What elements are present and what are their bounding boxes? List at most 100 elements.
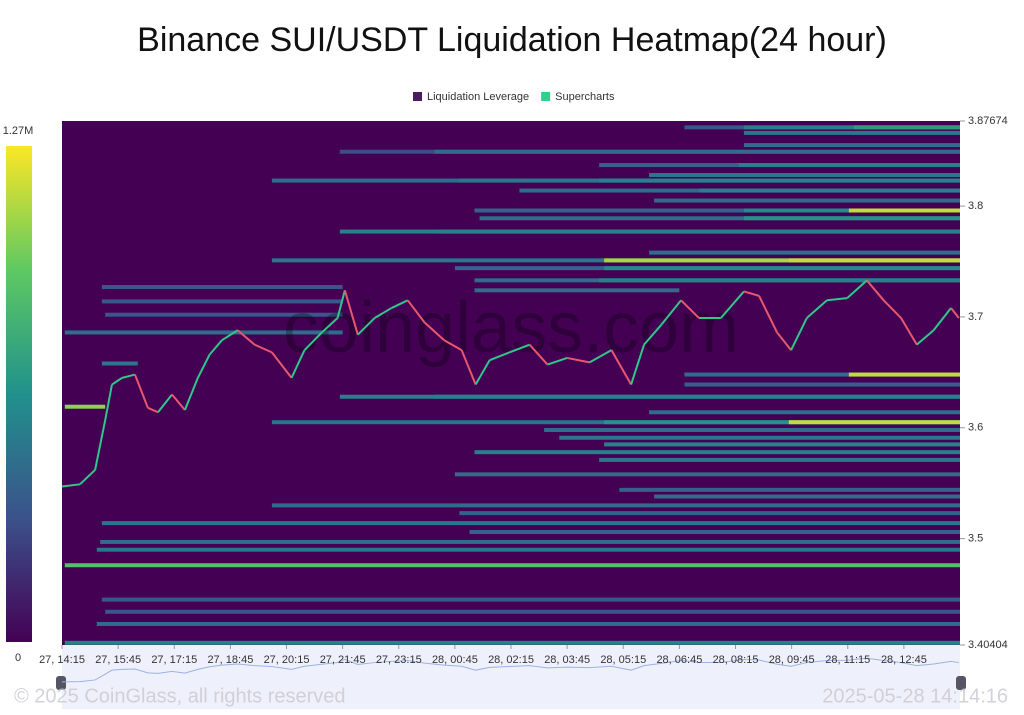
footer-timestamp: 2025-05-28 14:14:16 [822, 685, 1008, 707]
liquidation-band [101, 284, 343, 289]
liquidation-band [743, 130, 960, 135]
price-segment [846, 279, 868, 299]
price-segment [391, 299, 409, 309]
liquidation-band [649, 410, 960, 415]
price-segment [157, 393, 173, 413]
liquidation-band [101, 521, 960, 526]
price-segment [547, 356, 568, 366]
price-segment [643, 324, 663, 346]
liquidation-band [848, 208, 960, 213]
liquidation-band [599, 278, 960, 283]
x-tick-label: 28, 08:15 [713, 654, 759, 666]
price-segment [589, 349, 612, 364]
liquidation-band [654, 198, 960, 203]
navigator-handle[interactable] [956, 676, 966, 690]
liquidation-band [788, 420, 960, 425]
price-segment [489, 351, 510, 362]
price-segment [134, 374, 149, 409]
liquidation-band [743, 143, 960, 148]
liquidation-band [100, 539, 961, 544]
liquidation-band [454, 472, 960, 477]
price-segment [147, 406, 159, 414]
liquidation-band [64, 563, 960, 568]
price-segment [528, 343, 549, 366]
liquidation-band [599, 457, 960, 462]
liquidation-band [619, 487, 960, 492]
price-segment [111, 377, 123, 386]
price-segment [743, 290, 760, 297]
liquidation-band [743, 125, 960, 130]
liquidation-band [544, 427, 960, 432]
colorbar-label: 1.27M [3, 125, 34, 137]
x-tick-label: 27, 14:15 [39, 654, 85, 666]
liquidation-band [599, 178, 960, 183]
price-segment [406, 299, 426, 324]
colorbar-label: 0 [15, 652, 21, 664]
liquidation-band [474, 208, 960, 213]
liquidation-band [743, 216, 960, 221]
price-segment [790, 317, 808, 351]
price-segment [423, 321, 445, 341]
liquidation-band [96, 547, 961, 552]
price-segment [950, 307, 960, 319]
price-segment [866, 279, 885, 301]
price-segment [630, 344, 645, 385]
price-segment [826, 297, 848, 302]
liquidation-band [474, 450, 960, 455]
price-segment [474, 359, 491, 386]
price-segment [321, 317, 339, 334]
liquidation-band [788, 258, 960, 263]
price-segment [104, 384, 113, 421]
price-segment [776, 331, 792, 351]
colorbar [6, 146, 32, 642]
x-tick-label: 28, 11:15 [825, 654, 870, 666]
price-segment [79, 469, 96, 486]
price-segment [460, 349, 477, 385]
liquidation-band [853, 125, 960, 130]
liquidation-band [848, 372, 960, 377]
liquidation-band [699, 188, 960, 193]
price-segment [271, 351, 293, 379]
liquidation-band [649, 173, 960, 178]
liquidation-band [101, 299, 343, 304]
x-tick-label: 28, 05:15 [600, 654, 646, 666]
chart-title: Binance SUI/USDT Liquidation Heatmap(24 … [137, 21, 887, 59]
x-tick-label: 27, 15:45 [95, 654, 141, 666]
y-tick-label: 3.5 [968, 533, 983, 545]
price-segment [237, 329, 256, 346]
legend-swatch [541, 92, 551, 101]
price-segment [900, 317, 918, 346]
liquidation-band [684, 372, 960, 377]
liquidation-band [684, 382, 960, 387]
liquidation-band [604, 258, 960, 263]
y-tick-label: 3.87674 [968, 115, 1008, 127]
x-tick-label: 28, 06:45 [656, 654, 702, 666]
liquidation-band [559, 435, 960, 440]
price-segment [680, 299, 700, 319]
price-segment [183, 377, 199, 411]
liquidation-band [96, 621, 961, 626]
x-tick-label: 27, 17:15 [151, 654, 197, 666]
navigator-handle[interactable] [56, 676, 66, 690]
price-segment [720, 290, 745, 319]
price-segment [336, 290, 346, 319]
liquidation-band [649, 250, 960, 255]
liquidation-band [479, 216, 960, 221]
x-tick-label: 27, 21:45 [320, 654, 366, 666]
liquidation-band [434, 394, 960, 399]
price-segment [121, 373, 136, 379]
liquidation-band [459, 511, 960, 516]
liquidation-band [474, 288, 680, 293]
liquidation-band [654, 494, 960, 499]
price-segment [508, 343, 530, 354]
liquidation-band [64, 330, 343, 335]
price-segment [343, 290, 359, 335]
price-segment [208, 339, 223, 356]
y-tick-label: 3.8 [968, 200, 983, 212]
price-segment [443, 339, 463, 352]
liquidation-band [64, 404, 106, 409]
price-segment [61, 483, 81, 488]
x-tick-label: 28, 02:15 [488, 654, 534, 666]
liquidation-band [604, 266, 960, 271]
price-segment [932, 307, 952, 331]
